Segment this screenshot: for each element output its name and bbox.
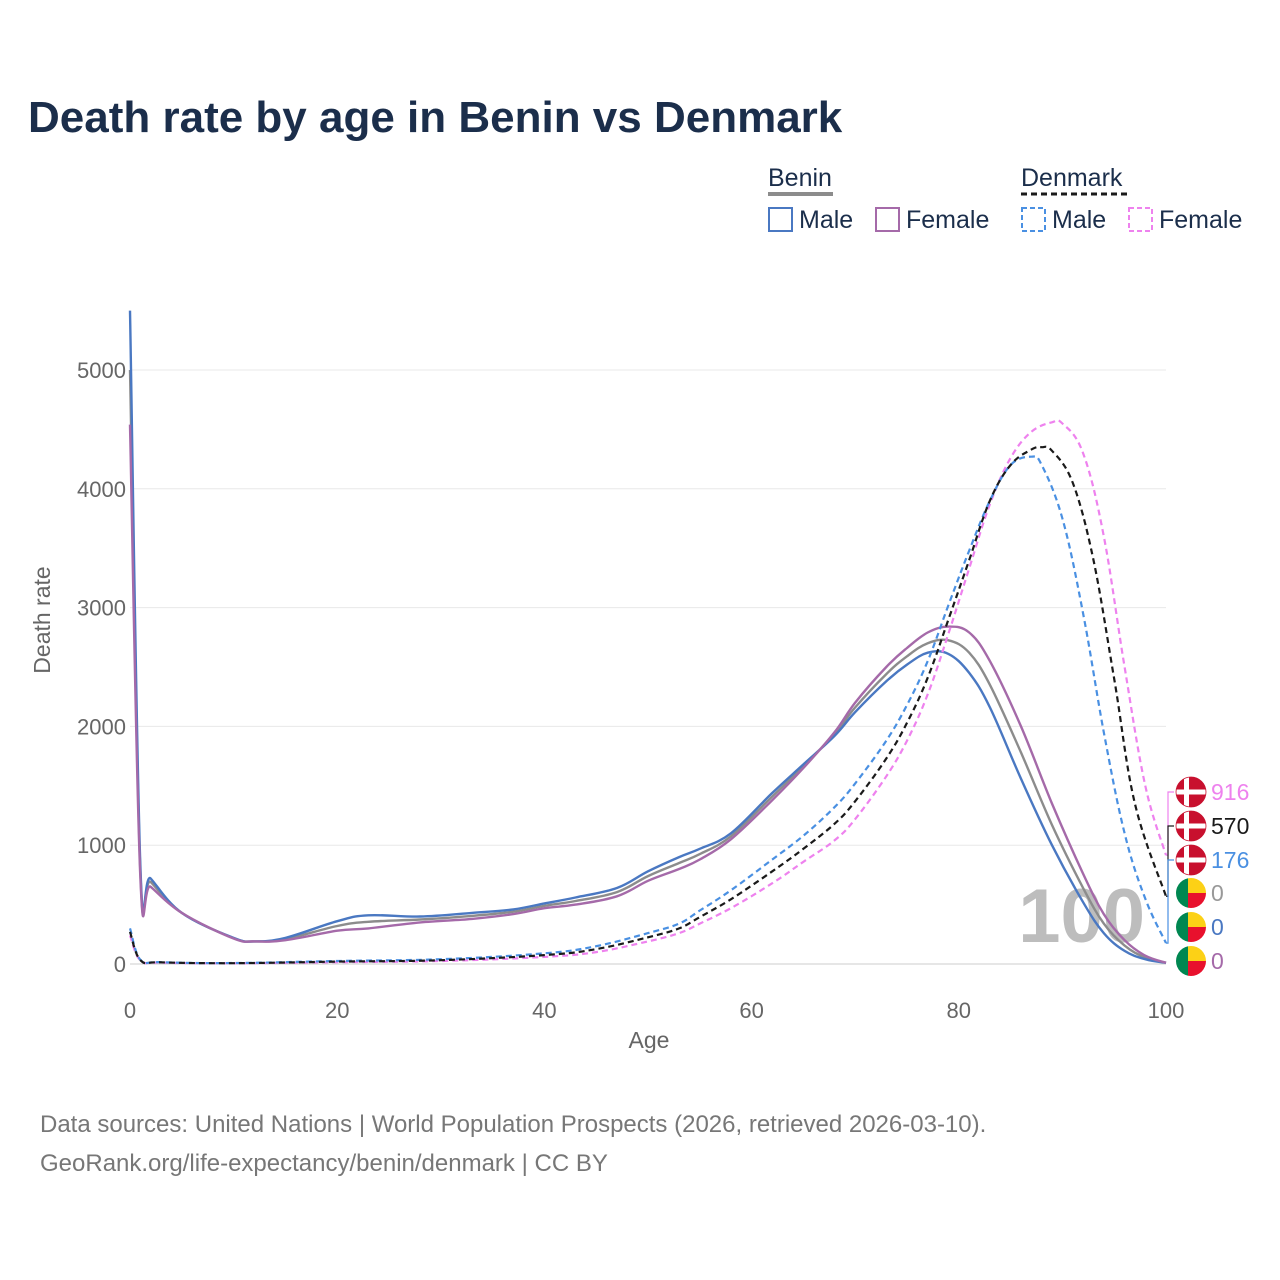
series-lines bbox=[128, 310, 1168, 965]
end-label-connector-1 bbox=[1166, 825, 1174, 897]
y-tick-label-1000: 1000 bbox=[77, 833, 126, 858]
y-tick-label-3000: 3000 bbox=[77, 596, 126, 621]
x-tick-label-60: 60 bbox=[739, 998, 763, 1023]
y-tick-label-5000: 5000 bbox=[77, 358, 126, 383]
benin-male-line[interactable] bbox=[128, 310, 1167, 964]
legend-benin-male-swatch[interactable] bbox=[768, 207, 793, 232]
benin-flag-icon bbox=[1176, 912, 1206, 942]
legend-benin-female-label[interactable]: Female bbox=[906, 206, 989, 234]
denmark-flag-icon bbox=[1175, 844, 1207, 876]
end-label-value-2: 176 bbox=[1211, 847, 1249, 873]
x-tick-label-20: 20 bbox=[325, 998, 349, 1023]
legend-denmark-female-swatch[interactable] bbox=[1128, 207, 1153, 232]
end-labels: 916 570 176 0 0 0 bbox=[1166, 776, 1249, 976]
denmark-total-line[interactable] bbox=[128, 445, 1168, 965]
end-label-connector-0 bbox=[1166, 791, 1174, 856]
legend-group-denmark[interactable]: Denmark bbox=[1021, 164, 1123, 192]
benin-flag-icon bbox=[1176, 946, 1206, 976]
end-label-value-4: 0 bbox=[1211, 914, 1224, 940]
benin-flag-icon bbox=[1176, 878, 1206, 908]
denmark-flag-icon bbox=[1175, 776, 1207, 808]
denmark-flag-icon bbox=[1175, 810, 1207, 842]
chart-title: Death rate by age in Benin vs Denmark bbox=[28, 93, 843, 142]
legend-group-benin[interactable]: Benin bbox=[768, 164, 832, 192]
source-line-2[interactable]: GeoRank.org/life-expectancy/benin/denmar… bbox=[40, 1150, 608, 1177]
y-tick-label-2000: 2000 bbox=[77, 714, 126, 739]
end-label-value-3: 0 bbox=[1211, 880, 1224, 906]
legend-denmark-male-swatch[interactable] bbox=[1021, 207, 1046, 232]
legend-denmark-male-label[interactable]: Male bbox=[1052, 206, 1106, 234]
y-axis-title: Death rate bbox=[29, 566, 55, 673]
benin-female-line[interactable] bbox=[128, 424, 1167, 964]
legend-denmark-female-label[interactable]: Female bbox=[1159, 206, 1242, 234]
x-axis-title: Age bbox=[629, 1027, 670, 1053]
y-tick-label-4000: 4000 bbox=[77, 477, 126, 502]
x-tick-label-80: 80 bbox=[947, 998, 971, 1023]
denmark-male-line[interactable] bbox=[128, 455, 1167, 965]
x-tick-label-100: 100 bbox=[1148, 998, 1185, 1023]
y-tick-label-0: 0 bbox=[114, 952, 126, 977]
end-label-value-0: 916 bbox=[1211, 779, 1249, 805]
legend-benin-female-swatch[interactable] bbox=[875, 207, 900, 232]
denmark-female-line[interactable] bbox=[128, 419, 1168, 965]
end-label-value-1: 570 bbox=[1211, 813, 1249, 839]
legend-benin-male-label[interactable]: Male bbox=[799, 206, 853, 234]
gridlines bbox=[130, 369, 1166, 965]
y-axis-ticks: 0 1000 2000 3000 4000 5000 bbox=[77, 358, 126, 977]
legend: Benin Denmark Male Female Male Female bbox=[768, 164, 1242, 234]
end-label-connector-2 bbox=[1166, 859, 1174, 944]
x-axis-ticks: 0 20 40 60 80 100 bbox=[124, 998, 1184, 1023]
x-tick-label-40: 40 bbox=[532, 998, 556, 1023]
x-tick-label-0: 0 bbox=[124, 998, 136, 1023]
end-label-value-5: 0 bbox=[1211, 948, 1224, 974]
source-line-1: Data sources: United Nations | World Pop… bbox=[40, 1111, 986, 1138]
